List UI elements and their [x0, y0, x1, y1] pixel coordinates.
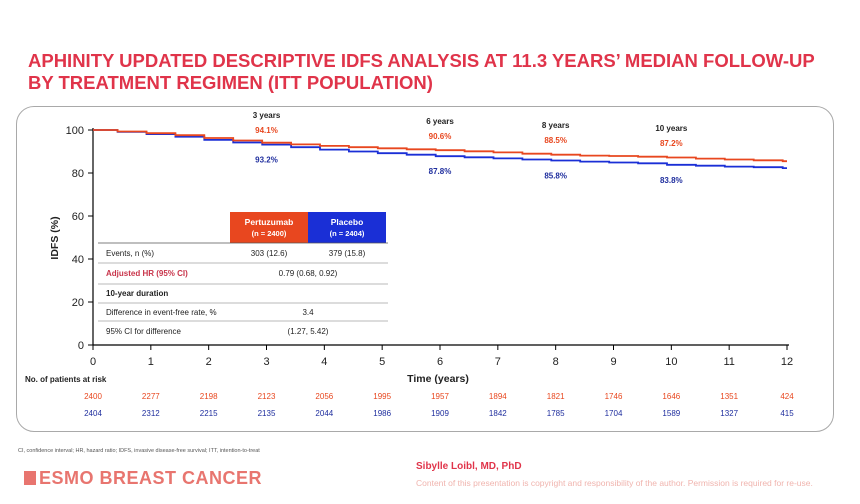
risk-pertuzumab-value: 1821: [547, 392, 565, 401]
risk-placebo-value: 2135: [258, 409, 276, 418]
x-tick-label: 8: [553, 356, 559, 368]
pertuzumab-header-name: Pertuzumab: [245, 217, 294, 227]
pertuzumab-header-cell: [230, 212, 308, 243]
risk-placebo-value: 1842: [489, 409, 507, 418]
risk-placebo-value: 2215: [200, 409, 218, 418]
risk-placebo-value: 1785: [547, 409, 565, 418]
risk-placebo-value: 415: [780, 409, 794, 418]
slide-title: APHINITY UPDATED DESCRIPTIVE IDFS ANALYS…: [28, 50, 838, 94]
timepoint-label: 8 years: [542, 121, 570, 130]
risk-pertuzumab-value: 2123: [258, 392, 276, 401]
risk-placebo-value: 2312: [142, 409, 160, 418]
footnote: CI, confidence interval; HR, hazard rati…: [18, 448, 260, 454]
y-axis-label: IDFS (%): [49, 216, 61, 259]
x-tick-label: 1: [148, 356, 154, 368]
ci-value: (1.27, 5.42): [288, 327, 329, 336]
risk-placebo-value: 1327: [720, 409, 738, 418]
placebo-rate-label: 85.8%: [544, 172, 567, 181]
placebo-rate-label: 83.8%: [660, 176, 683, 185]
ci-label: 95% CI for difference: [106, 327, 182, 336]
placebo-curve: [93, 129, 787, 169]
placebo-header-name: Placebo: [331, 217, 364, 227]
x-tick-label: 3: [263, 356, 269, 368]
risk-pertuzumab-value: 2056: [315, 392, 333, 401]
y-tick-label: 0: [78, 340, 84, 352]
placebo-header-n: (n = 2404): [330, 229, 365, 238]
timepoint-label: 6 years: [426, 117, 454, 126]
events-placebo: 379 (15.8): [329, 249, 366, 258]
placebo-header-cell: [308, 212, 386, 243]
timepoint-label: 3 years: [253, 111, 281, 120]
y-tick-label: 60: [72, 211, 84, 223]
risk-table-label: No. of patients at risk: [25, 375, 107, 384]
pertuzumab-rate-label: 88.5%: [544, 136, 567, 145]
x-tick-label: 12: [781, 356, 793, 368]
x-axis-label: Time (years): [407, 373, 469, 385]
y-tick-label: 100: [66, 125, 84, 137]
copyright-notice: Content of this presentation is copyrigh…: [416, 478, 813, 488]
speaker-name: Sibylle Loibl, MD, PhD: [416, 461, 522, 472]
placebo-rate-label: 87.8%: [429, 167, 452, 176]
x-tick-label: 11: [723, 356, 734, 368]
title-line-1: APHINITY UPDATED DESCRIPTIVE IDFS ANALYS…: [28, 50, 815, 71]
placebo-rate-label: 93.2%: [255, 156, 278, 165]
risk-placebo-value: 2044: [315, 409, 333, 418]
summary-table: Pertuzumab (n = 2400) Placebo (n = 2404)…: [98, 212, 388, 336]
events-label: Events, n (%): [106, 249, 154, 258]
risk-pertuzumab-value: 424: [780, 392, 794, 401]
chart-panel: [16, 106, 834, 432]
pertuzumab-curve: [93, 129, 787, 163]
difference-label: Difference in event-free rate, %: [106, 308, 217, 317]
pertuzumab-rate-label: 94.1%: [255, 126, 278, 135]
y-tick-label: 80: [72, 168, 84, 180]
title-line-2: BY TREATMENT REGIMEN (ITT POPULATION): [28, 72, 433, 93]
risk-placebo-value: 2404: [84, 409, 102, 418]
events-pertuzumab: 303 (12.6): [251, 249, 288, 258]
risk-placebo-value: 1909: [431, 409, 449, 418]
ten-year-label: 10-year duration: [106, 289, 168, 298]
risk-pertuzumab-value: 1995: [373, 392, 391, 401]
risk-pertuzumab-value: 1746: [605, 392, 623, 401]
survival-curves: [93, 129, 787, 169]
risk-pertuzumab-value: 2198: [200, 392, 218, 401]
x-tick-label: 4: [321, 356, 327, 368]
x-tick-label: 10: [665, 356, 677, 368]
risk-pertuzumab-value: 1351: [720, 392, 738, 401]
risk-pertuzumab-value: 1894: [489, 392, 507, 401]
esmo-logo-mark-icon: [24, 471, 36, 485]
pertuzumab-header-n: (n = 2400): [252, 229, 287, 238]
x-tick-label: 6: [437, 356, 443, 368]
risk-pertuzumab-value: 2277: [142, 392, 160, 401]
adjusted-hr-label: Adjusted HR (95% CI): [106, 269, 188, 278]
x-tick-label: 7: [495, 356, 501, 368]
risk-pertuzumab-value: 1957: [431, 392, 449, 401]
y-tick-label: 40: [72, 254, 84, 266]
x-tick-label: 5: [379, 356, 385, 368]
risk-placebo-value: 1704: [605, 409, 623, 418]
risk-placebo-value: 1986: [373, 409, 391, 418]
x-tick-label: 2: [206, 356, 212, 368]
esmo-logo: ESMO BREAST CANCER: [24, 468, 262, 489]
pertuzumab-rate-label: 87.2%: [660, 139, 683, 148]
curve-annotations: 3 years 94.1% 93.2% 6 years 90.6% 87.8% 8 year…: [253, 111, 688, 185]
x-tick-label: 9: [610, 356, 616, 368]
risk-table: 2400 2277 2198 2123 2056 1995 1957 1894 1821 1746…: [84, 392, 794, 418]
pertuzumab-rate-label: 90.6%: [429, 132, 452, 141]
y-tick-label: 20: [72, 297, 84, 309]
risk-placebo-value: 1589: [662, 409, 680, 418]
timepoint-label: 10 years: [655, 124, 688, 133]
risk-pertuzumab-value: 2400: [84, 392, 102, 401]
x-tick-label: 0: [90, 356, 96, 368]
esmo-logo-text: ESMO BREAST CANCER: [39, 468, 263, 488]
difference-value: 3.4: [302, 308, 314, 317]
adjusted-hr-value: 0.79 (0.68, 0.92): [279, 269, 338, 278]
risk-pertuzumab-value: 1646: [662, 392, 680, 401]
